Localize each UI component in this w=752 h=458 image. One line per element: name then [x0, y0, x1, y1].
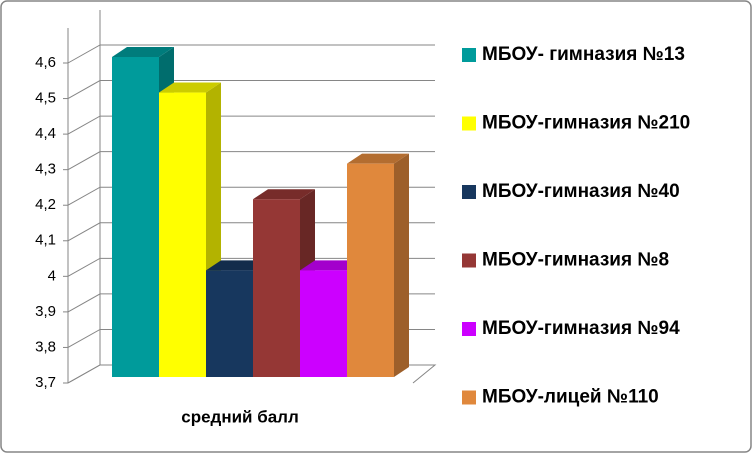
legend-label: МБОУ-лицей №110 [482, 387, 659, 408]
bar-front [206, 270, 253, 377]
bar-front [347, 163, 394, 377]
bar-front [112, 57, 159, 377]
bar-front [159, 92, 206, 378]
grid-line [67, 115, 435, 135]
grid-line [67, 80, 435, 99]
bar-top [347, 153, 409, 164]
legend-label: МБОУ-гимназия №210 [482, 113, 690, 134]
bar-top [300, 260, 362, 271]
y-tick-label: 4,1 [35, 232, 56, 249]
bar-front [300, 270, 347, 377]
legend-swatch [462, 48, 476, 62]
x-tick-label: средний балл [181, 407, 299, 426]
grid-line [67, 44, 435, 64]
y-tick-label: 3,9 [35, 303, 56, 320]
grid-line [67, 186, 435, 206]
bar-top [206, 260, 268, 271]
legend-label: МБОУ-гимназия №8 [482, 250, 669, 271]
legend-label: МБОУ-гимназия №94 [482, 318, 680, 339]
grid-line [67, 257, 435, 277]
y-tick-label: 4 [48, 267, 56, 284]
legend-swatch [462, 185, 476, 199]
legend-swatch [462, 116, 476, 131]
grid-line [67, 222, 435, 242]
y-tick-label: 4,6 [35, 54, 56, 71]
grid-line [67, 151, 435, 171]
bar-top [253, 189, 315, 200]
legend-swatch [462, 322, 476, 336]
bar [347, 153, 409, 377]
legend-label: МБОУ- гимназия №13 [482, 44, 685, 65]
bar-front [253, 199, 300, 377]
legend-label: МБОУ-гимназия №40 [482, 181, 680, 202]
bar-top [112, 47, 174, 57]
bar-side [394, 153, 409, 377]
legend-swatch [462, 390, 476, 405]
y-tick-label: 3,7 [35, 374, 56, 391]
y-tick-label: 4,5 [35, 90, 56, 107]
y-tick-label: 4,2 [35, 196, 56, 213]
y-tick-label: 3,8 [35, 338, 56, 355]
y-tick-label: 4,3 [35, 161, 56, 178]
y-tick-label: 4,4 [35, 125, 56, 142]
legend-swatch [462, 253, 476, 268]
bar-top [159, 82, 221, 93]
